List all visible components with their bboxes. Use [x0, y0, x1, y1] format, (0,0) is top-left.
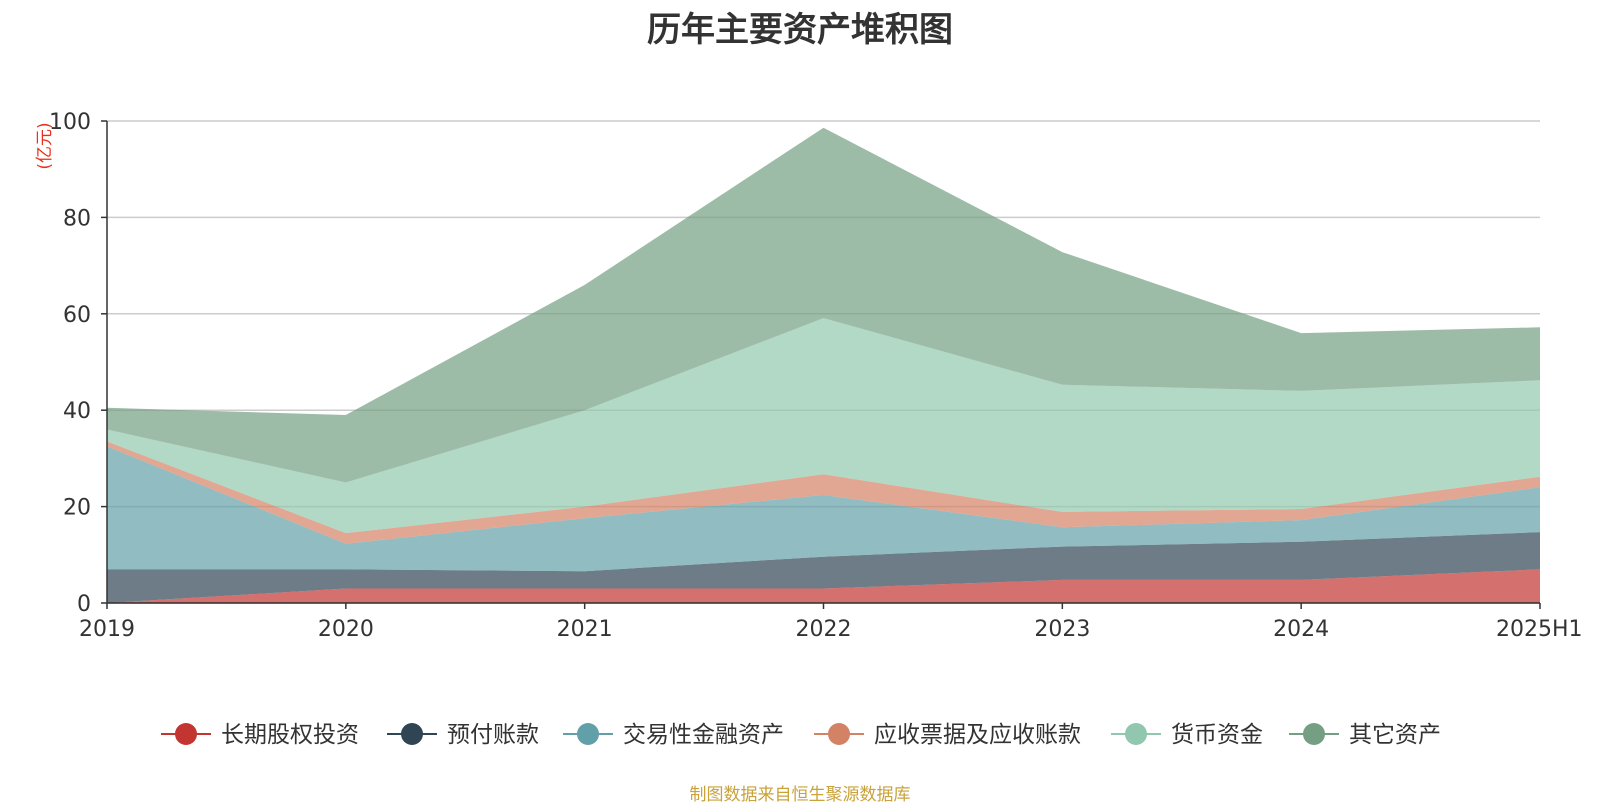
legend-item[interactable]: 预付账款 — [387, 722, 539, 748]
y-tick-label: 20 — [63, 496, 91, 521]
x-tick-label: 2021 — [557, 617, 613, 642]
y-axis-unit-label: (亿元) — [35, 122, 55, 169]
area-series-3 — [107, 441, 1540, 544]
legend-item[interactable]: 其它资产 — [1289, 722, 1441, 748]
data-source-note: 制图数据来自恒生聚源数据库 — [689, 785, 911, 805]
legend: 长期股权投资 预付账款 交易性金融资产 应收票据及应收账款 货币资金 其它资产 — [161, 722, 1441, 748]
x-tick-label: 2025H1 — [1496, 617, 1583, 642]
legend-marker-icon — [401, 723, 423, 745]
legend-label: 其它资产 — [1349, 722, 1441, 748]
x-tick-label: 2019 — [79, 617, 135, 642]
x-tick-label: 2022 — [796, 617, 852, 642]
axes — [101, 120, 1541, 609]
x-tick-label: 2023 — [1034, 617, 1090, 642]
legend-marker-icon — [577, 723, 599, 745]
x-tick-label: 2020 — [318, 617, 374, 642]
legend-marker-icon — [828, 723, 850, 745]
y-tick-labels: 0 20 40 60 80 100 — [49, 110, 91, 617]
area-series-2 — [107, 446, 1540, 572]
area-series — [107, 127, 1540, 603]
y-tick-label: 40 — [63, 399, 91, 424]
legend-label: 应收票据及应收账款 — [874, 722, 1081, 748]
area-series-1 — [107, 532, 1540, 603]
area-series-4 — [107, 318, 1540, 534]
chart-title: 历年主要资产堆积图 — [647, 10, 953, 50]
y-tick-label: 80 — [63, 206, 91, 231]
y-tick-label: 100 — [49, 110, 91, 135]
area-series-5 — [107, 127, 1540, 483]
legend-item[interactable]: 应收票据及应收账款 — [814, 722, 1081, 748]
y-tick-label: 0 — [77, 592, 91, 617]
legend-item[interactable]: 长期股权投资 — [161, 722, 359, 748]
legend-label: 货币资金 — [1171, 722, 1263, 748]
legend-item[interactable]: 交易性金融资产 — [563, 722, 784, 748]
y-tick-label: 60 — [63, 303, 91, 328]
x-tick-labels: 2019 2020 2021 2022 2023 2024 2025H1 — [79, 617, 1583, 642]
legend-marker-icon — [1303, 723, 1325, 745]
legend-label: 长期股权投资 — [221, 722, 359, 748]
x-tick-label: 2024 — [1273, 617, 1329, 642]
legend-marker-icon — [1125, 723, 1147, 745]
legend-label: 交易性金融资产 — [623, 722, 784, 748]
legend-label: 预付账款 — [447, 722, 539, 748]
legend-item[interactable]: 货币资金 — [1111, 722, 1263, 748]
legend-marker-icon — [175, 723, 197, 745]
area-series-0 — [107, 569, 1540, 603]
